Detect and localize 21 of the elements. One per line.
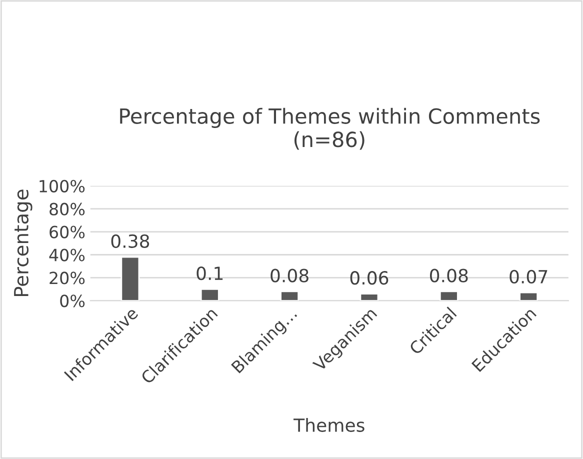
x-axis-title: Themes bbox=[294, 418, 364, 432]
y-tick-label: 60% bbox=[50, 226, 85, 238]
bar bbox=[280, 290, 300, 301]
bar bbox=[120, 256, 140, 301]
data-label: 0.38 bbox=[111, 234, 150, 248]
bar bbox=[200, 288, 220, 301]
y-axis-title: Percentage bbox=[14, 190, 32, 296]
y-tick-label: 100% bbox=[40, 180, 85, 192]
y-tick-label: 0% bbox=[60, 294, 85, 308]
bar bbox=[439, 290, 458, 301]
y-tick-label: 80% bbox=[50, 202, 85, 216]
data-label: 0.06 bbox=[350, 271, 388, 285]
y-tick-label: 20% bbox=[50, 272, 85, 284]
data-label: 0.08 bbox=[430, 268, 468, 282]
data-label: 0.07 bbox=[510, 270, 548, 284]
data-label: 0.08 bbox=[270, 268, 308, 282]
bar bbox=[519, 292, 538, 301]
data-label: 0.1 bbox=[196, 266, 223, 280]
chart-title: Percentage of Themes within Comments (n=86) bbox=[120, 108, 540, 150]
y-tick-label: 40% bbox=[49, 248, 85, 262]
bar bbox=[360, 293, 379, 301]
